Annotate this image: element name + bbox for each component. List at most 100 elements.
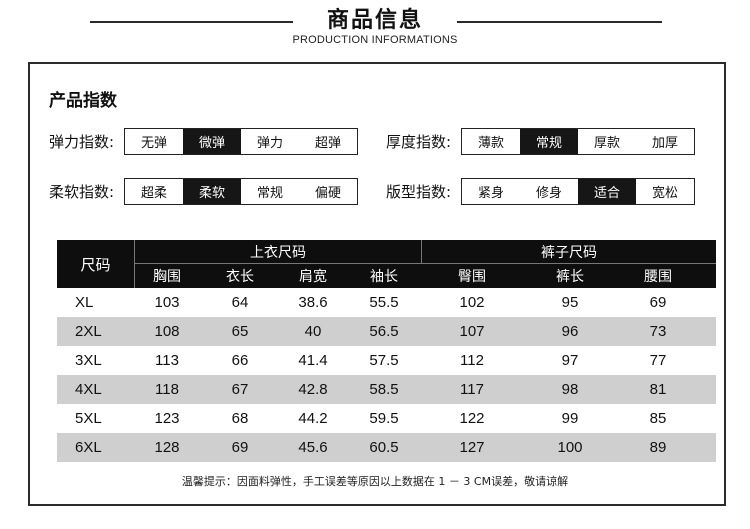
measurement-cell: 44.2 [298,410,328,427]
column-header: 臀围 [458,269,486,285]
measurement-cell: 64 [231,294,249,311]
size-header: 尺码 [57,240,135,288]
measurement-cell: 108 [154,323,180,340]
table-row: 5XL 123 68 44.2 59.5 122 99 85 [57,404,716,433]
measurement-cell: 113 [155,352,179,369]
size-cell: 2XL [75,323,102,340]
table-row: 4XL 118 67 42.8 58.5 117 98 81 [57,375,716,404]
measurement-cell: 41.4 [298,352,328,369]
measurement-cell: 85 [649,410,667,427]
measurement-cell: 55.5 [369,294,399,311]
size-cell: XL [75,294,94,311]
table-row: XL 103 64 38.6 55.5 102 95 69 [57,288,716,317]
elasticity-options: 无弹 微弹 弹力 超弹 [124,128,358,155]
index-option: 弹力 [256,136,283,151]
measurement-cell: 58.5 [369,381,399,398]
fit-options: 紧身 修身 适合 宽松 [461,178,695,205]
softness-options: 超柔 柔软 常规 偏硬 [124,178,358,205]
size-cell: 4XL [75,381,102,398]
measurement-cell: 45.6 [298,439,328,456]
index-option: 超柔 [140,186,167,201]
header-rule-right [457,21,662,23]
measurement-cell: 97 [561,352,579,369]
index-option: 常规 [520,129,578,154]
thickness-index: 厚度指数: 薄款 常规 厚款 加厚 [386,128,695,155]
product-info-frame [28,62,726,506]
measurement-cell: 100 [557,439,583,456]
measurement-cell: 117 [460,381,484,398]
measurement-cell: 99 [561,410,579,427]
index-option: 宽松 [651,186,678,201]
measurement-cell: 65 [231,323,249,340]
thickness-label: 厚度指数: [386,133,452,151]
column-header: 胸围 [153,269,181,285]
measurement-cell: 42.8 [298,381,328,398]
index-option: 紧身 [477,186,504,201]
size-cell: 6XL [75,439,102,456]
fit-index: 版型指数: 紧身 修身 适合 宽松 [386,178,695,205]
size-table-header: 尺码 上衣尺码 裤子尺码 胸围 衣长 肩宽 袖长 臀围 裤长 腰围 [57,240,716,288]
measurement-cell: 68 [231,410,249,427]
elasticity-index: 弹力指数: 无弹 微弹 弹力 超弹 [49,128,358,155]
softness-label: 柔软指数: [49,183,115,201]
size-cell: 3XL [75,352,102,369]
thickness-options: 薄款 常规 厚款 加厚 [461,128,695,155]
column-headers: 胸围 衣长 肩宽 袖长 臀围 裤长 腰围 [135,264,716,288]
measurement-cell: 107 [459,323,485,340]
measurement-cell: 40 [304,323,322,340]
table-row: 3XL 113 66 41.4 57.5 112 97 77 [57,346,716,375]
measurement-cell: 128 [154,439,180,456]
measurement-cell: 123 [154,410,180,427]
index-option: 薄款 [477,136,504,151]
softness-index: 柔软指数: 超柔 柔软 常规 偏硬 [49,178,358,205]
index-option: 适合 [578,179,636,204]
index-option: 常规 [256,186,283,201]
elasticity-label: 弹力指数: [49,133,115,151]
index-option: 修身 [535,186,562,201]
measurement-cell: 57.5 [369,352,399,369]
column-header: 衣长 [226,269,254,285]
column-header: 袖长 [370,269,398,285]
bottom-size-group-header: 裤子尺码 [422,240,716,264]
index-option: 加厚 [651,136,678,151]
measurement-cell: 98 [561,381,579,398]
measurement-cell: 89 [649,439,667,456]
index-option: 厚款 [593,136,620,151]
measurement-cell: 73 [649,323,667,340]
measurement-cell: 77 [649,352,667,369]
measurement-cell: 102 [459,294,485,311]
measurement-cell: 56.5 [369,323,399,340]
measurement-cell: 112 [460,352,484,369]
measurement-cell: 96 [561,323,579,340]
column-header: 腰围 [644,269,672,285]
measurement-cell: 103 [154,294,180,311]
page-title: 商品信息 [326,8,423,33]
measurement-cell: 122 [459,410,485,427]
size-cell: 5XL [75,410,102,427]
column-header: 裤长 [556,269,584,285]
header-rule-left [90,21,293,23]
index-option: 无弹 [140,136,167,151]
measurement-cell: 60.5 [369,439,399,456]
top-size-group-header: 上衣尺码 [135,240,422,264]
measurement-cell: 69 [231,439,249,456]
index-option: 柔软 [183,179,241,204]
section-title: 产品指数 [49,91,117,111]
measurement-cell: 127 [459,439,485,456]
index-option: 超弹 [314,136,341,151]
measurement-cell: 81 [649,381,667,398]
size-table: 尺码 上衣尺码 裤子尺码 胸围 衣长 肩宽 袖长 臀围 裤长 腰围 XL 103 64 38.6 5… [57,240,716,462]
measurement-cell: 38.6 [298,294,328,311]
size-table-body: XL 103 64 38.6 55.5 102 95 69 2XL 108 65 40 56.5 107 9… [57,288,716,462]
measurement-cell: 69 [649,294,667,311]
measurement-cell: 95 [561,294,579,311]
fit-label: 版型指数: [386,183,452,201]
sizing-tolerance-note: 温馨提示：因面料弹性，手工误差等原因以上数据在 1 － 3 CM误差，敬请谅解 [181,475,569,488]
table-row: 6XL 128 69 45.6 60.5 127 100 89 [57,433,716,462]
table-row: 2XL 108 65 40 56.5 107 96 73 [57,317,716,346]
index-option: 微弹 [183,129,241,154]
measurement-cell: 66 [231,352,249,369]
index-option: 偏硬 [314,186,341,201]
column-header: 肩宽 [299,269,327,285]
measurement-cell: 67 [231,381,249,398]
